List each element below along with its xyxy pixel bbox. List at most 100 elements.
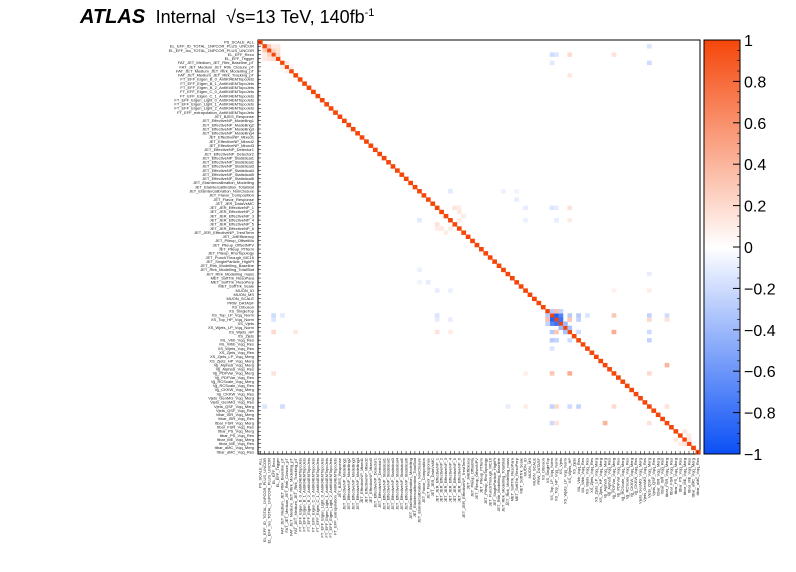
matrix-cell xyxy=(646,60,652,66)
matrix-cell-diagonal xyxy=(461,230,467,235)
y-axis-label: JET_EffectiveNP_Statistical5 xyxy=(202,172,255,177)
matrix-cell xyxy=(417,267,422,273)
x-axis-label: ML_Vbb_Vqq_Res xyxy=(576,458,581,492)
matrix-cell-diagonal xyxy=(311,89,316,95)
matrix-cell xyxy=(611,404,617,409)
x-axis-label: XS_Wjets_HP xyxy=(567,458,572,484)
x-axis-label: FT_EFF_Eigen_B_0_AntiKt4EMTopoJets xyxy=(297,458,302,532)
matrix-cell-diagonal xyxy=(642,400,648,405)
matrix-cell xyxy=(448,189,453,194)
matrix-cell xyxy=(611,288,617,293)
matrix-cell-diagonal xyxy=(602,362,608,368)
x-axis-label: Vjets_QSF_Vqq_Merg xyxy=(646,458,651,498)
matrix-cell xyxy=(266,56,272,61)
matrix-cell xyxy=(514,189,520,194)
matrix-cell xyxy=(558,309,564,314)
y-axis-label: JET_Rtrk_Modelling_mass xyxy=(206,271,254,276)
matrix-cell xyxy=(545,313,551,318)
matrix-cell-diagonal xyxy=(297,77,303,82)
matrix-cell xyxy=(262,48,268,53)
x-axis-label: FAT_JET_Medium_JET_Rtrk_Tracking_pT xyxy=(293,457,298,534)
y-axis-label: JET_EffectiveNP_Modelling2 xyxy=(202,122,255,127)
matrix-cell-diagonal xyxy=(465,234,471,240)
z-tick-label: 0.4 xyxy=(744,157,766,174)
x-axis-label: JET_EtaIntercalibration_Modelling xyxy=(408,458,413,519)
matrix-cell xyxy=(602,420,608,426)
x-axis-label: XS_Wjets_Vqq_Res xyxy=(585,458,590,494)
y-axis-label: JET_Pileup_OffsetNPV xyxy=(212,242,254,247)
matrix-cells xyxy=(258,40,701,455)
matrix-cell xyxy=(549,60,555,66)
x-axis-label: MUON_MS xyxy=(527,458,532,479)
y-axis-label: ML_Vbb_Vqq_Res xyxy=(220,338,254,343)
x-axis-label: JET_EffectiveNP_Mixed1 xyxy=(359,457,364,503)
y-axis-label: Vjets_GenMG_Vqq_Res xyxy=(210,400,254,405)
matrix-cell xyxy=(646,288,652,293)
matrix-cell xyxy=(567,325,573,331)
matrix-cell-diagonal xyxy=(377,151,383,157)
matrix-cell-diagonal xyxy=(430,201,436,206)
matrix-cell xyxy=(417,218,422,223)
matrix-cell-diagonal xyxy=(492,259,497,264)
x-axis-label: XS_Zjets xyxy=(571,458,576,474)
matrix-cell xyxy=(558,313,564,318)
x-axis-label: JET_JER_EffectiveNP_2 xyxy=(439,457,444,502)
y-axis-label: MET_SoftTrk_ResoPara xyxy=(211,275,255,280)
matrix-cell xyxy=(554,329,559,335)
matrix-cell xyxy=(664,313,670,318)
matrix-cell xyxy=(646,371,652,376)
y-axis-label: MET_SoftTrk_Scale xyxy=(218,284,254,289)
y-axis-label: FT_EFF_extrapolation_AntiKt4EMTopoJets xyxy=(177,110,254,115)
y-axis-label: FT_EFF_Eigen_B_2_AntiKt4EMTopoJets xyxy=(180,85,254,90)
matrix-cell-diagonal xyxy=(536,300,542,306)
matrix-cell xyxy=(275,48,281,53)
z-tick-label: −0.6 xyxy=(744,364,776,381)
matrix-cell xyxy=(448,226,453,231)
x-axis-label: FT_EFF_Eigen_C_1_AntiKt4EMTopoJets xyxy=(315,458,320,532)
z-tick-label: 0.6 xyxy=(744,116,766,133)
matrix-cell-diagonal xyxy=(417,189,422,194)
y-axis-label: JET_EffectiveNP_Statistical3 xyxy=(202,164,255,169)
matrix-cell-diagonal xyxy=(514,280,520,285)
matrix-cell-diagonal xyxy=(346,122,352,128)
matrix-cell-diagonal xyxy=(527,292,533,297)
x-axis-label: ttbar_ME_Vqq_Res xyxy=(686,458,691,493)
matrix-cell-diagonal xyxy=(580,342,586,347)
y-axis-label: JET_BJES_Response xyxy=(214,114,254,119)
matrix-cell-diagonal xyxy=(403,176,409,182)
matrix-cell xyxy=(549,52,555,57)
matrix-cell-diagonal xyxy=(395,168,400,173)
matrix-cell xyxy=(456,205,462,211)
y-axis-label: JET_EtaIntercalibration_Modelling xyxy=(193,180,254,185)
matrix-cell-diagonal xyxy=(651,408,657,413)
x-axis-label: EL_EFF_ID_TOTAL_1NPCOR_PLUS_UNCOR xyxy=(262,458,267,542)
matrix-cell-diagonal xyxy=(562,325,568,331)
y-axis-label: FAT_JET_Medium_JET_Rtrk_Baseline_pT xyxy=(178,60,255,65)
matrix-cell xyxy=(293,329,299,335)
matrix-cell xyxy=(554,52,559,57)
z-tick-label: 0.2 xyxy=(744,199,766,216)
status-label: Internal xyxy=(155,7,216,27)
matrix-cell xyxy=(549,371,555,376)
x-axis-label: JET_Pileup_RhoTopology xyxy=(483,458,488,504)
matrix-cell xyxy=(434,317,440,322)
matrix-cell-diagonal xyxy=(624,383,630,389)
matrix-cell-diagonal xyxy=(633,391,639,397)
y-axis-label: JET_JER_EffectiveNP_6 xyxy=(210,226,255,231)
x-axis-label: XS_Vjets xyxy=(558,458,563,474)
matrix-cell-diagonal xyxy=(280,60,285,66)
matrix-cell xyxy=(280,404,285,409)
matrix-cell-diagonal xyxy=(479,247,484,252)
y-axis-label: PS_SCALE_ALL xyxy=(224,39,255,44)
y-axis-label: JET_EffectiveNP_Statistical2 xyxy=(202,160,255,165)
matrix-cell xyxy=(567,52,573,57)
x-axis-label: Vjj_RCScale_Vqq_Merg xyxy=(620,458,625,501)
matrix-cell xyxy=(262,52,268,57)
y-axis-label: ttbar_FSR_Vqq_Merg xyxy=(215,420,254,425)
x-axis-ticks xyxy=(259,451,699,454)
matrix-cell xyxy=(576,404,581,409)
matrix-cell-diagonal xyxy=(355,131,360,136)
matrix-cell xyxy=(443,230,449,235)
y-axis-label: ttbar_aMC_Vqq_Merg xyxy=(215,445,254,450)
matrix-cell-diagonal xyxy=(271,52,276,57)
